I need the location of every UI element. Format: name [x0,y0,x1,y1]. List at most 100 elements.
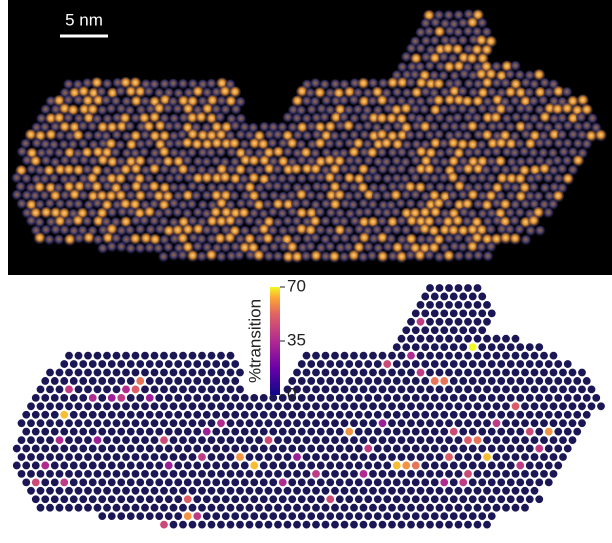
stm-atom [510,61,520,71]
site-background [464,419,472,427]
site-background [84,352,92,360]
site-background [136,462,144,470]
site-background [478,377,486,385]
site-background [217,470,225,478]
site-background [75,352,83,360]
site-background [388,487,396,495]
site-background [193,495,201,503]
site-background [502,453,510,461]
site-background [388,352,396,360]
site-background [488,309,496,317]
site-background [127,377,135,385]
site-background [516,343,524,351]
stm-atom [125,243,135,253]
stm-atom [463,26,473,36]
site-background [341,402,349,410]
stm-atom [320,216,330,226]
stm-atom [367,251,377,261]
site [326,495,334,503]
site-background [564,428,572,436]
site-background [46,419,54,427]
site-background [459,343,467,351]
site-background [94,369,102,377]
site-background [94,487,102,495]
site-background [89,445,97,453]
site-background [450,462,458,470]
site-background [189,402,197,410]
site-background [583,377,591,385]
site [160,436,168,444]
site-background [60,428,68,436]
site-background [483,318,491,326]
site-background [222,360,230,368]
site-background [341,487,349,495]
stm-atom [434,113,444,123]
site-background [478,309,486,317]
stm-atom [363,173,373,183]
site-background [464,284,472,292]
site-background [535,394,543,402]
site-background [265,487,273,495]
site-background [545,478,553,486]
site-background [75,436,83,444]
site-background [355,512,363,520]
site-background [132,419,140,427]
site-background [208,521,216,529]
stm-atom [358,252,368,262]
site-background [474,335,482,343]
site-background [455,301,463,309]
stm-atom [283,112,293,122]
site-background [383,428,391,436]
site-background [146,411,154,419]
site-background [51,495,59,503]
stm-atom [148,163,160,175]
site-background [56,453,64,461]
site-background [388,453,396,461]
site-background [231,428,239,436]
site-background [274,436,282,444]
site-background [440,428,448,436]
site [440,377,448,385]
site-background [312,487,320,495]
site-background [70,428,78,436]
site-background [127,462,135,470]
site-background [583,394,591,402]
site [474,436,482,444]
stm-atom [172,207,182,217]
site-background [84,369,92,377]
stm-atom [216,147,226,157]
site-background [550,386,558,394]
site-background [250,394,258,402]
site-background [469,428,477,436]
site-background [336,478,344,486]
site-background [459,360,467,368]
site-background [455,453,463,461]
site-background [469,462,477,470]
site-background [127,495,135,503]
site-background [469,512,477,520]
site-background [426,453,434,461]
site-background [436,419,444,427]
site-background [345,394,353,402]
site-background [98,411,106,419]
site-background [483,335,491,343]
site-background [179,521,187,529]
site-background [512,419,520,427]
site-background [516,428,524,436]
site-background [450,343,458,351]
site-background [516,445,524,453]
site-background [360,386,368,394]
site-background [455,318,463,326]
site-background [198,402,206,410]
site-background [203,512,211,520]
site-background [402,377,410,385]
stm-atom [219,172,231,184]
site-background [75,487,83,495]
stm-atom [414,130,424,140]
site-background [588,402,596,410]
stm-atom [221,243,231,253]
site-background [497,462,505,470]
site-background [483,504,491,512]
site-background [535,462,543,470]
site-background [445,352,453,360]
